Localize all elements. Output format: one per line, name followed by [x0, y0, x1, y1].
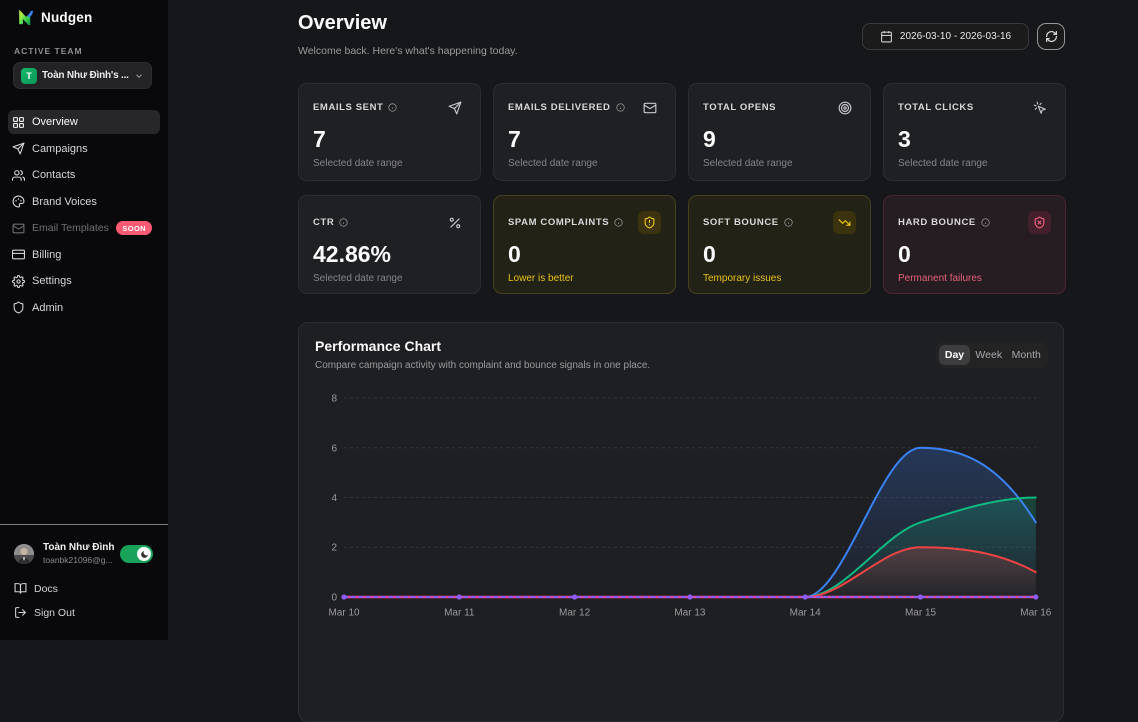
svg-text:Mar 11: Mar 11 [444, 608, 475, 619]
svg-text:6: 6 [331, 443, 337, 454]
svg-text:Mar 12: Mar 12 [559, 608, 591, 619]
svg-text:2: 2 [331, 543, 337, 554]
svg-text:Mar 15: Mar 15 [905, 608, 937, 619]
svg-text:Mar 10: Mar 10 [328, 608, 360, 619]
svg-text:Mar 14: Mar 14 [790, 608, 822, 619]
svg-text:0: 0 [331, 593, 337, 604]
svg-text:Mar 13: Mar 13 [674, 608, 706, 619]
svg-text:4: 4 [331, 493, 337, 504]
svg-text:8: 8 [331, 394, 337, 405]
svg-text:Mar 16: Mar 16 [1020, 608, 1052, 619]
